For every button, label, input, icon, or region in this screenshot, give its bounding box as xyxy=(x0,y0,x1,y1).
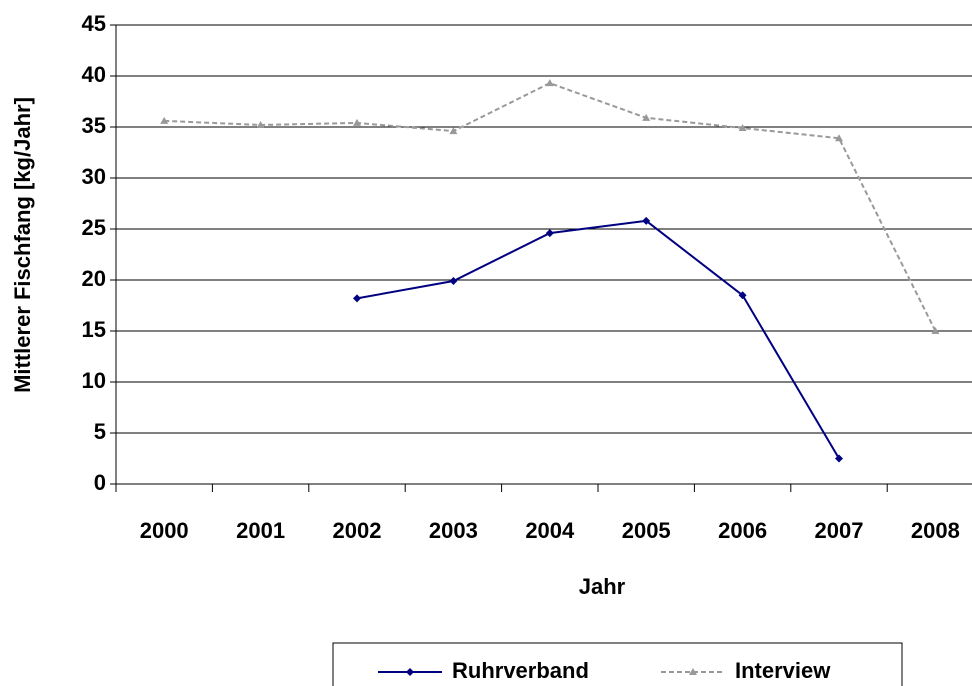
y-tick-label: 40 xyxy=(82,62,106,87)
x-tick-label: 2002 xyxy=(333,518,382,543)
y-tick-label: 10 xyxy=(82,368,106,393)
marker xyxy=(256,120,265,128)
y-tick-label: 20 xyxy=(82,266,106,291)
marker xyxy=(353,294,361,303)
marker xyxy=(642,113,651,121)
y-tick-label: 45 xyxy=(82,11,106,36)
marker xyxy=(738,291,747,300)
x-tick-label: 2001 xyxy=(236,518,285,543)
x-tick-label: 2003 xyxy=(429,518,478,543)
legend-label: Interview xyxy=(735,658,831,683)
y-tick-label: 35 xyxy=(82,113,106,138)
legend-label: Ruhrverband xyxy=(452,658,589,683)
series-line xyxy=(164,82,937,332)
x-tick-label: 2005 xyxy=(622,518,671,543)
marker xyxy=(545,79,554,87)
x-tick-label: 2008 xyxy=(911,518,960,543)
y-tick-label: 15 xyxy=(82,317,106,342)
y-tick-label: 0 xyxy=(94,470,106,495)
series-line xyxy=(356,219,840,460)
marker xyxy=(353,118,361,126)
marker xyxy=(835,134,843,142)
x-axis-label: Jahr xyxy=(579,574,626,599)
marker xyxy=(835,454,843,463)
marker xyxy=(160,116,169,124)
x-tick-label: 2006 xyxy=(718,518,767,543)
x-tick-label: 2004 xyxy=(525,518,575,543)
x-tick-label: 2007 xyxy=(815,518,864,543)
marker xyxy=(449,127,458,135)
marker xyxy=(738,124,747,132)
marker xyxy=(931,327,940,334)
x-tick-label: 2000 xyxy=(140,518,189,543)
y-axis-label: Mittlerer Fischfang [kg/Jahr] xyxy=(10,97,35,393)
marker xyxy=(642,216,651,225)
y-tick-label: 25 xyxy=(82,215,106,240)
y-tick-label: 30 xyxy=(82,164,106,189)
legend-marker xyxy=(406,668,414,676)
marker xyxy=(449,277,458,286)
y-tick-label: 5 xyxy=(94,419,106,444)
legend-box xyxy=(332,642,903,686)
marker xyxy=(545,229,554,238)
legend-marker xyxy=(689,668,697,675)
